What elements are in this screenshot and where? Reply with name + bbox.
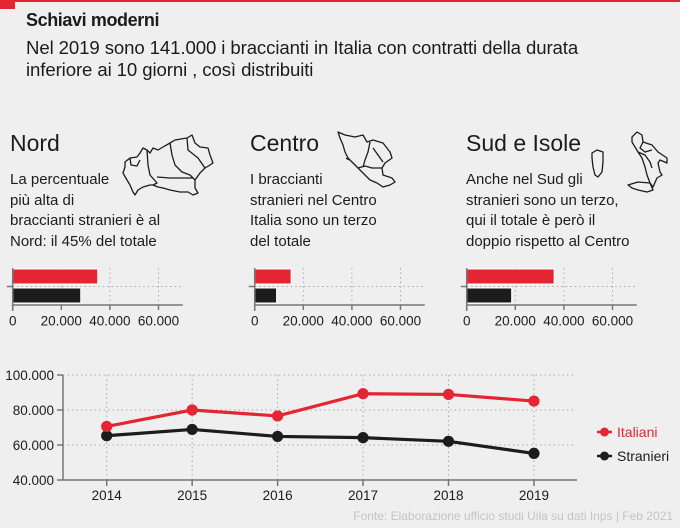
x-tick-label: 40.000	[89, 314, 130, 329]
description-line: qui il totale è però il	[466, 212, 596, 229]
x-tick-label: 60.000	[380, 314, 421, 329]
x-tick-label: 2015	[177, 488, 207, 503]
region-title-nord: Nord	[10, 130, 60, 156]
data-point	[101, 430, 113, 442]
bar-chart-centro: 0 20.000 40.000 60.000	[248, 268, 425, 329]
region-title-sud: Sud e Isole	[466, 130, 582, 156]
region-description-sud: Anche nel Sud gli stranieri sono un terz…	[466, 170, 629, 252]
x-tick-label: 20.000	[41, 314, 82, 329]
description-line: Anche nel Sud gli	[466, 171, 583, 188]
description-line: del totale	[250, 232, 311, 250]
x-tick-label: 60.000	[138, 314, 179, 329]
description-line: braccianti stranieri è al	[10, 212, 161, 229]
data-point	[357, 432, 369, 444]
bar-italiani	[254, 268, 292, 285]
y-tick-label: 40.000	[13, 473, 54, 488]
subtitle-line: Nel 2019 sono 141.000 i braccianti in It…	[26, 37, 579, 58]
chart-subtitle: Nel 2019 sono 141.000 i braccianti in It…	[26, 37, 578, 81]
bar-chart-sud-e-isole: 0 20.000 40.000 60.000	[460, 268, 637, 329]
corner-accent-block	[0, 0, 15, 9]
series-line	[106, 392, 535, 429]
x-tick-label: 2016	[263, 488, 293, 503]
x-tick-label: 0	[9, 314, 17, 329]
line-chart: 40.000 60.000 80.000 100.000 2014 2015 2016 201…	[5, 368, 669, 503]
y-tick-label: 80.000	[13, 403, 54, 418]
series-italiani	[101, 388, 540, 433]
y-tick-label: 60.000	[13, 438, 54, 453]
subtitle-line: inferiore ai 10 giorni , così distribuit…	[26, 59, 314, 80]
legend-label: Stranieri	[617, 448, 669, 464]
top-accent-line	[0, 0, 680, 2]
data-point	[357, 388, 369, 400]
bar-italiani	[466, 268, 555, 285]
data-point	[442, 388, 455, 401]
x-tick-label: 20.000	[495, 314, 536, 329]
bar-italiani	[12, 268, 99, 285]
description-line: più alta di	[10, 191, 75, 209]
description-line: doppio rispetto al Centro	[466, 232, 630, 250]
x-tick-label: 60.000	[592, 314, 633, 329]
bar-stranieri	[254, 287, 278, 304]
x-tick-label: 0	[463, 314, 471, 329]
y-tick-label: 100.000	[5, 368, 54, 383]
legend: Italiani Stranieri	[597, 424, 669, 464]
series-line	[106, 427, 535, 455]
data-point	[528, 395, 540, 407]
x-tick-label: 40.000	[331, 314, 372, 329]
description-line: La percentuale	[10, 171, 110, 188]
x-tick-label: 2019	[519, 488, 549, 503]
region-description-nord: La percentuale più alta di braccianti st…	[10, 170, 160, 252]
legend-item-stranieri: Stranieri	[597, 448, 669, 464]
chart-title: Schiavi moderni	[26, 10, 160, 30]
x-tick-label: 0	[251, 314, 259, 329]
data-point	[186, 423, 198, 436]
bar-stranieri	[12, 287, 82, 304]
data-point	[186, 404, 198, 416]
x-tick-label: 2018	[433, 488, 463, 503]
data-point	[272, 410, 284, 422]
data-point	[101, 420, 113, 433]
bar-chart-nord: 0 20.000 40.000 60.000	[6, 268, 183, 329]
legend-marker-icon	[600, 427, 609, 437]
description-line: I braccianti	[250, 171, 323, 188]
legend-label: Italiani	[617, 424, 657, 440]
region-description-centro: I braccianti stranieri nel Centro Italia…	[250, 170, 377, 252]
x-tick-label: 20.000	[283, 314, 324, 329]
data-point	[528, 447, 540, 459]
x-tick-label: 2014	[92, 488, 123, 503]
description-line: stranieri sono un terzo,	[466, 191, 619, 209]
data-point	[272, 430, 284, 443]
description-line: Nord: il 45% del totale	[10, 232, 157, 250]
description-line: stranieri nel Centro	[250, 191, 377, 209]
legend-marker-icon	[600, 451, 609, 461]
description-line: Italia sono un terzo	[250, 212, 377, 229]
region-title-centro: Centro	[250, 130, 320, 156]
x-tick-label: 40.000	[543, 314, 584, 329]
data-point	[442, 435, 455, 447]
source-note: Fonte: Elaborazione ufficio studi Uila s…	[353, 509, 673, 523]
series-stranieri	[101, 423, 540, 459]
bar-stranieri	[466, 287, 513, 304]
x-tick-label: 2017	[348, 488, 378, 503]
legend-item-italiani: Italiani	[597, 424, 657, 440]
